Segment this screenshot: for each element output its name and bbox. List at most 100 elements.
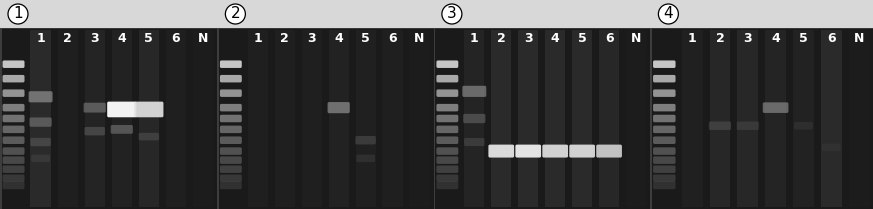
Circle shape [8, 4, 28, 24]
FancyBboxPatch shape [653, 147, 676, 155]
FancyBboxPatch shape [355, 136, 376, 144]
Bar [409, 30, 430, 207]
FancyBboxPatch shape [653, 89, 676, 97]
Text: 5: 5 [361, 32, 370, 45]
FancyBboxPatch shape [653, 126, 676, 133]
Bar [821, 30, 842, 207]
Bar [849, 30, 870, 207]
FancyBboxPatch shape [653, 60, 676, 68]
Bar [31, 30, 51, 207]
Text: 4: 4 [663, 6, 673, 22]
Text: 2: 2 [63, 32, 72, 45]
FancyBboxPatch shape [3, 104, 24, 111]
Bar [518, 30, 539, 207]
Text: 4: 4 [771, 32, 780, 45]
Bar [650, 28, 652, 209]
Bar [626, 30, 646, 207]
FancyBboxPatch shape [107, 102, 136, 117]
Text: 3: 3 [744, 32, 753, 45]
FancyBboxPatch shape [709, 121, 731, 130]
FancyBboxPatch shape [436, 147, 458, 155]
Text: 4: 4 [334, 32, 343, 45]
FancyBboxPatch shape [85, 127, 105, 135]
Bar [58, 30, 78, 207]
Bar [193, 30, 213, 207]
FancyBboxPatch shape [653, 166, 676, 173]
Bar [382, 30, 402, 207]
FancyBboxPatch shape [3, 182, 24, 189]
FancyBboxPatch shape [3, 156, 24, 164]
FancyBboxPatch shape [436, 60, 458, 68]
FancyBboxPatch shape [653, 104, 676, 111]
FancyBboxPatch shape [29, 91, 52, 102]
Circle shape [225, 4, 245, 24]
FancyBboxPatch shape [569, 145, 595, 158]
Text: 3: 3 [447, 6, 457, 22]
FancyBboxPatch shape [220, 175, 242, 182]
FancyBboxPatch shape [763, 102, 788, 113]
FancyBboxPatch shape [220, 126, 242, 133]
FancyBboxPatch shape [463, 86, 486, 97]
FancyBboxPatch shape [515, 145, 541, 158]
Bar [545, 30, 566, 207]
Bar [491, 30, 512, 207]
FancyBboxPatch shape [436, 104, 458, 111]
Bar [85, 30, 105, 207]
FancyBboxPatch shape [821, 144, 841, 151]
FancyBboxPatch shape [436, 156, 458, 164]
Text: 1: 1 [470, 32, 478, 45]
Bar [248, 30, 268, 207]
FancyBboxPatch shape [220, 156, 242, 164]
Bar [572, 30, 592, 207]
Text: 1: 1 [13, 6, 23, 22]
Bar [301, 30, 322, 207]
FancyBboxPatch shape [436, 166, 458, 173]
FancyBboxPatch shape [356, 155, 375, 162]
FancyBboxPatch shape [31, 155, 50, 162]
FancyBboxPatch shape [111, 125, 133, 134]
Bar [793, 30, 814, 207]
FancyBboxPatch shape [31, 138, 51, 146]
FancyBboxPatch shape [134, 102, 163, 117]
Bar [682, 30, 703, 207]
FancyBboxPatch shape [653, 115, 676, 122]
Bar [275, 30, 295, 207]
FancyBboxPatch shape [220, 75, 242, 82]
Text: 2: 2 [280, 32, 289, 45]
Bar [166, 30, 186, 207]
Bar [217, 28, 219, 209]
Bar [710, 30, 731, 207]
Text: 6: 6 [172, 32, 180, 45]
FancyBboxPatch shape [3, 166, 24, 173]
Text: 5: 5 [799, 32, 808, 45]
Text: 5: 5 [578, 32, 587, 45]
Text: 2: 2 [716, 32, 725, 45]
Bar [434, 28, 436, 209]
FancyBboxPatch shape [30, 117, 52, 127]
FancyBboxPatch shape [737, 121, 759, 130]
FancyBboxPatch shape [542, 145, 568, 158]
Text: 6: 6 [388, 32, 397, 45]
FancyBboxPatch shape [436, 115, 458, 122]
FancyBboxPatch shape [653, 182, 676, 189]
Text: 1: 1 [36, 32, 45, 45]
FancyBboxPatch shape [436, 75, 458, 82]
FancyBboxPatch shape [220, 104, 242, 111]
FancyBboxPatch shape [464, 138, 485, 146]
Bar [112, 30, 132, 207]
FancyBboxPatch shape [653, 156, 676, 164]
Bar [599, 30, 619, 207]
FancyBboxPatch shape [3, 89, 24, 97]
Bar [464, 30, 485, 207]
Bar [139, 30, 159, 207]
Bar [0, 28, 873, 209]
Text: 2: 2 [497, 32, 505, 45]
FancyBboxPatch shape [3, 115, 24, 122]
FancyBboxPatch shape [327, 102, 350, 113]
FancyBboxPatch shape [653, 75, 676, 82]
FancyBboxPatch shape [596, 145, 622, 158]
Circle shape [442, 4, 462, 24]
FancyBboxPatch shape [436, 136, 458, 144]
FancyBboxPatch shape [3, 175, 24, 182]
Text: 3: 3 [91, 32, 99, 45]
